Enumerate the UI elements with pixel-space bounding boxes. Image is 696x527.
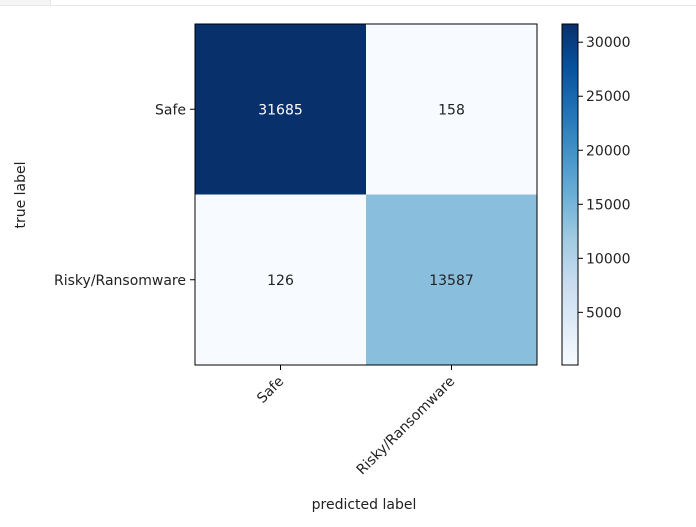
y-axis-label: true label [13, 161, 29, 228]
cell-value-label: 158 [438, 102, 465, 118]
y-tick-label: Risky/Ransomware [54, 273, 186, 289]
x-tick-label: Risky/Ransomware [354, 374, 459, 479]
colorbar-tick-label: 15000 [586, 197, 631, 213]
heatmap-cell-labels: 31685 158 126 13587 [258, 102, 474, 289]
heatmap-cell [195, 194, 366, 365]
colorbar-tick-label: 10000 [586, 251, 631, 267]
cell-value-label: 126 [267, 273, 294, 289]
plot-frame [194, 23, 538, 366]
heatmap-cell [366, 194, 537, 365]
notebook-prompt-area [0, 0, 51, 5]
cell-value-label: 31685 [258, 102, 303, 118]
colorbar-tick-label: 30000 [586, 35, 631, 51]
colorbar-ticks: 5000 10000 15000 20000 25000 30000 [578, 35, 631, 321]
heatmap-cell [366, 24, 537, 195]
cell-value-label: 13587 [429, 273, 474, 289]
colorbar-tick-label: 20000 [586, 143, 631, 159]
x-axis-label: predicted label [312, 497, 417, 513]
colorbar-frame [561, 23, 579, 366]
notebook-top-strip [0, 0, 696, 6]
heatmap-cell [195, 24, 366, 195]
x-axis-ticks: Safe Risky/Ransomware [254, 365, 458, 478]
colorbar-tick-label: 5000 [586, 305, 622, 321]
y-axis-ticks: Safe Risky/Ransomware [54, 102, 195, 289]
colorbar-tick-label: 25000 [586, 89, 631, 105]
heatmap-cells [195, 24, 537, 365]
colorbar [562, 24, 578, 365]
y-tick-label: Safe [155, 102, 186, 118]
x-tick-label: Safe [254, 374, 287, 407]
